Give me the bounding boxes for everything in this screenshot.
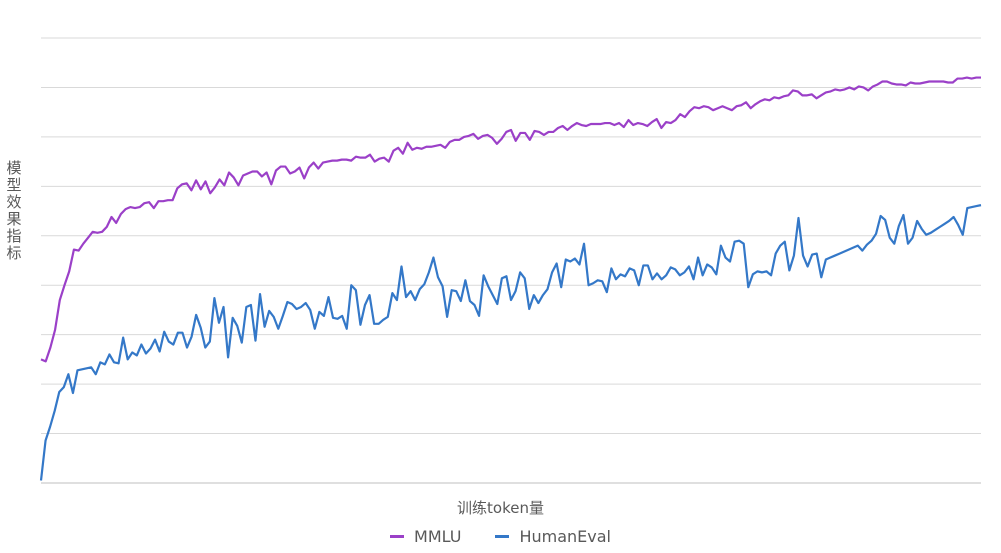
y-axis-label: 模型效果指标 <box>6 159 22 262</box>
x-axis-label: 训练token量 <box>457 499 544 517</box>
series-line-mmlu <box>40 76 981 363</box>
series-layer <box>39 76 982 481</box>
gridlines <box>41 37 981 435</box>
legend-swatch-humaneval <box>495 535 510 538</box>
legend-label-mmlu: MMLU <box>414 527 462 546</box>
legend-swatch-mmlu <box>390 535 405 538</box>
legend: MMLU HumanEval <box>0 527 1001 546</box>
legend-item-mmlu[interactable]: MMLU <box>390 527 461 546</box>
series-line-humaneval <box>39 204 982 481</box>
legend-label-humaneval: HumanEval <box>519 527 611 546</box>
legend-item-humaneval[interactable]: HumanEval <box>495 527 611 546</box>
